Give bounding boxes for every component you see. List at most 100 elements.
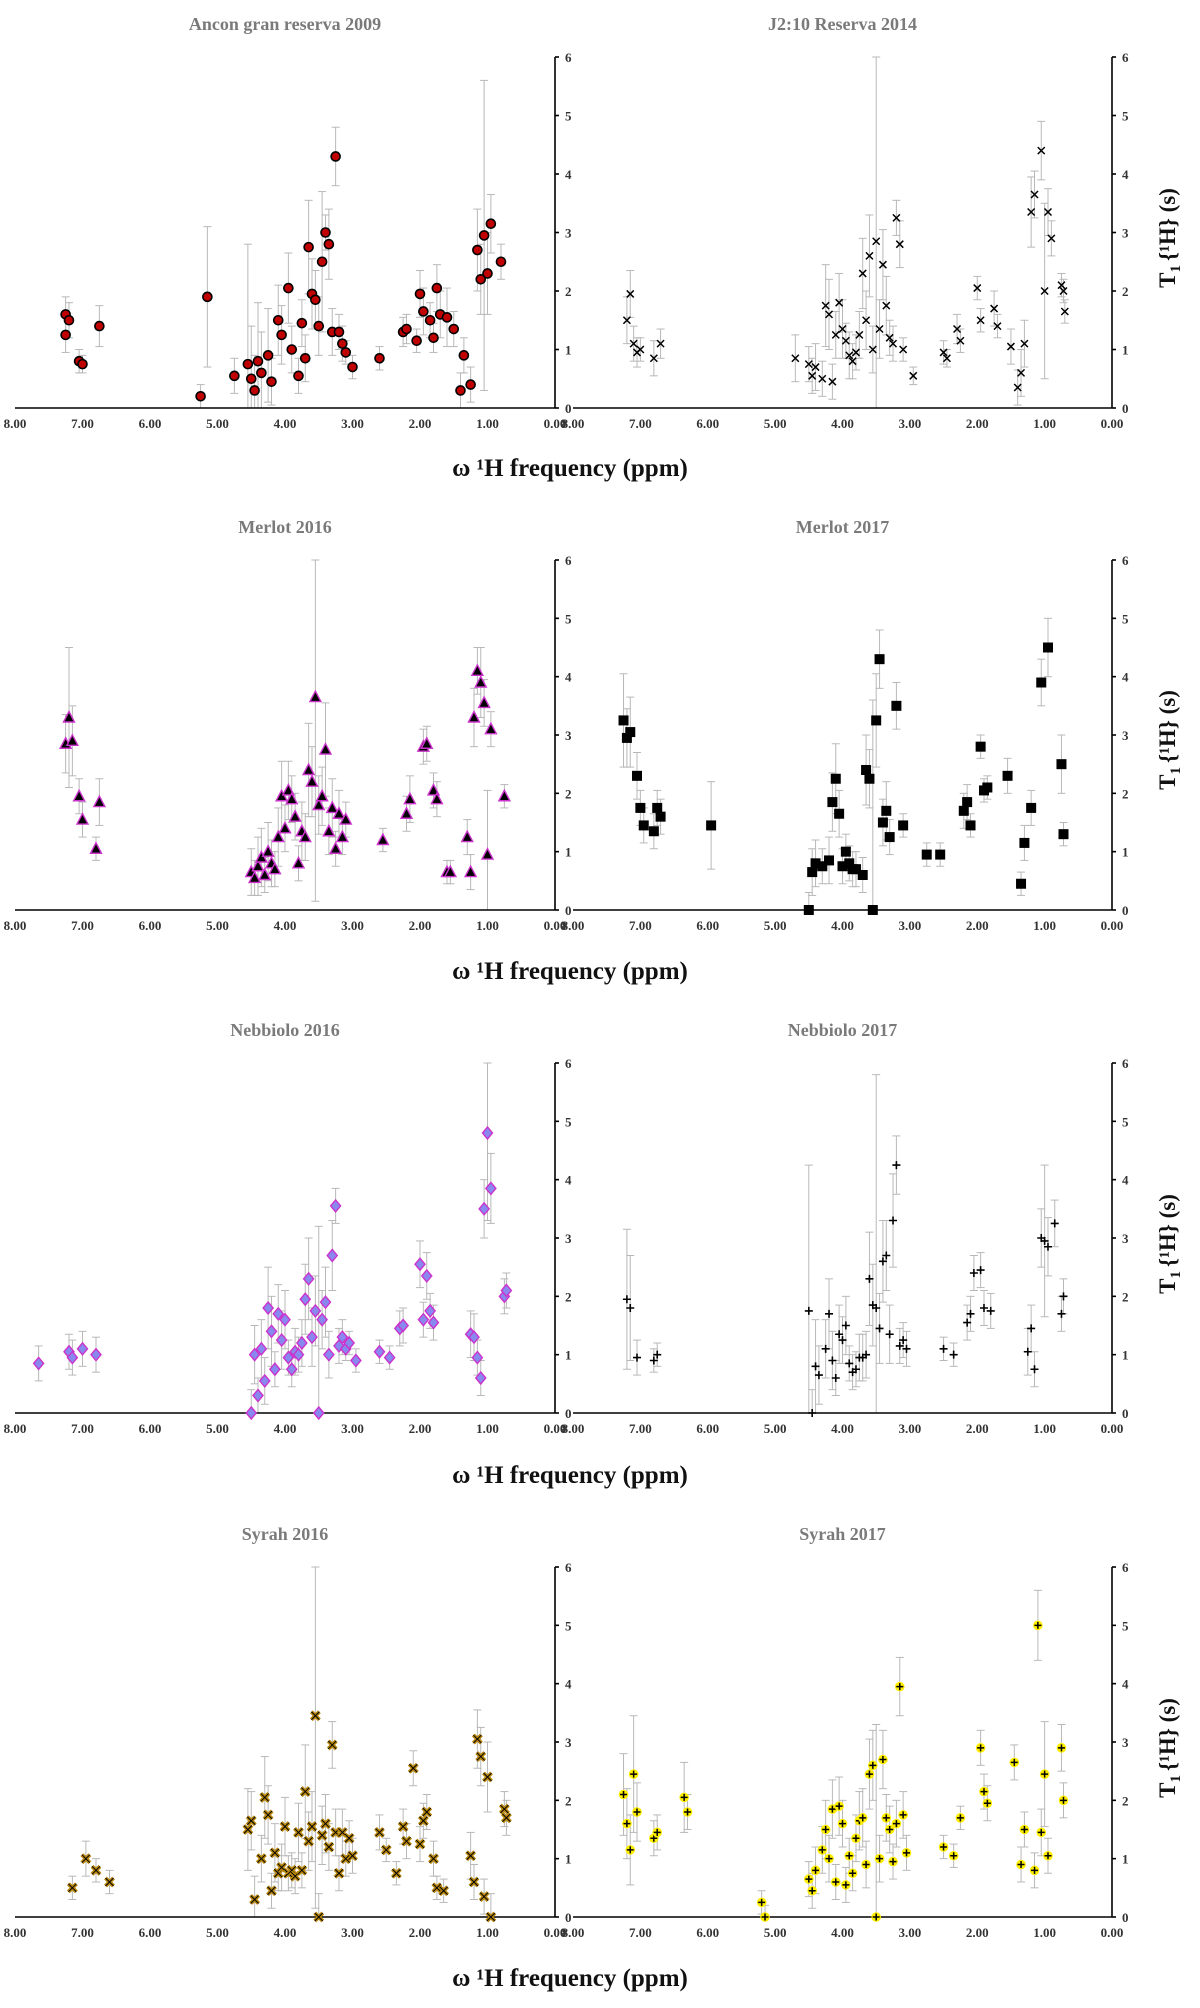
data-point (373, 1344, 386, 1359)
data-point-cross (869, 1761, 877, 1769)
chart-title: Nebbiolo 2017 (788, 1020, 898, 1040)
data-point-outline (415, 1839, 425, 1849)
data-point-cross (758, 1898, 766, 1906)
data-point-cross (650, 1834, 658, 1842)
data-point-cross (822, 1826, 830, 1833)
x-tick-label: 8.00 (562, 1925, 585, 1940)
data-point (878, 1257, 887, 1266)
x-tick-label: 1.00 (476, 1925, 499, 1940)
data-point (1043, 207, 1053, 217)
data-point (1042, 642, 1053, 653)
data-point-cross (684, 1808, 692, 1816)
data-point (481, 1125, 494, 1141)
data-point (299, 1292, 312, 1307)
data-point (1060, 307, 1069, 316)
y-axis-label-row-4: T1{¹H} (s) (1155, 1698, 1184, 1798)
data-point (463, 864, 478, 878)
x-tick-label: 0.00 (1101, 1925, 1124, 1940)
data-point-outline (257, 1854, 266, 1864)
x-tick-label: 4.00 (831, 918, 854, 933)
x-tick-label: 2.00 (409, 416, 432, 431)
data-point (485, 218, 497, 230)
data-point-outline (502, 1813, 511, 1823)
data-point (323, 238, 335, 250)
data-point (1036, 677, 1047, 688)
data-point (962, 797, 973, 808)
data-point-outline (246, 1816, 256, 1826)
data-point (32, 1356, 45, 1371)
x-tick-label: 8.00 (4, 416, 27, 431)
data-point-cross (1010, 1758, 1018, 1766)
data-point (837, 861, 848, 872)
data-point-outline (250, 1895, 259, 1904)
data-point-outline (469, 1877, 479, 1887)
data-point-outline (314, 1912, 324, 1922)
x-tick-label: 3.00 (341, 918, 364, 933)
data-point-outline (311, 1711, 320, 1721)
data-point (484, 1181, 497, 1196)
data-point (877, 817, 888, 828)
x-tick-label: 1.00 (1033, 918, 1056, 933)
data-point (1059, 286, 1068, 296)
data-point-cross (862, 1861, 870, 1868)
data-point (325, 800, 339, 814)
data-point (1057, 281, 1066, 290)
data-point-outline (334, 1868, 344, 1878)
chart-title: J2:10 Reserva 2014 (768, 14, 917, 34)
y-tick-label: 0 (1122, 401, 1129, 416)
data-point (283, 282, 294, 294)
y-tick-label: 0 (1122, 1910, 1129, 1925)
data-point (309, 1303, 322, 1319)
data-point (279, 1312, 291, 1327)
data-point (953, 324, 962, 334)
data-point (649, 354, 658, 363)
data-point-cross (633, 1808, 641, 1816)
data-point (286, 344, 298, 355)
data-point (247, 870, 262, 884)
data-point-cross (1034, 1621, 1042, 1629)
y-tick-label: 4 (565, 670, 572, 685)
y-tick-label: 5 (1122, 109, 1129, 124)
data-point-outline (479, 1892, 489, 1901)
data-point (895, 240, 904, 249)
x-tick-label: 6.00 (696, 1421, 719, 1436)
y-tick-label: 6 (1122, 50, 1129, 65)
data-point-cross (950, 1852, 958, 1860)
x-tick-label: 7.00 (629, 1421, 652, 1436)
data-point (245, 373, 257, 385)
data-point-outline (341, 1854, 351, 1864)
data-point-cross (892, 1820, 900, 1828)
x-tick-label: 5.00 (206, 1421, 229, 1436)
chart-title: Merlot 2016 (238, 517, 331, 537)
data-point (303, 241, 314, 253)
x-tick-label: 4.00 (274, 416, 297, 431)
data-point (841, 1321, 850, 1330)
data-point (347, 361, 358, 373)
data-point (1023, 1347, 1032, 1356)
data-point-cross (680, 1793, 688, 1801)
x-tick-label: 6.00 (139, 918, 162, 933)
data-point (909, 371, 918, 380)
data-point (872, 237, 881, 246)
data-point (976, 316, 985, 325)
data-point-cross (1044, 1852, 1052, 1860)
y-tick-label: 2 (565, 1289, 572, 1304)
y-tick-label: 4 (1122, 167, 1129, 182)
data-point (285, 1362, 298, 1377)
y-tick-label: 0 (1122, 903, 1129, 918)
y-tick-label: 4 (1122, 670, 1129, 685)
data-point (840, 846, 851, 857)
data-point (811, 1362, 820, 1371)
data-point (258, 867, 272, 881)
data-point (313, 320, 325, 332)
x-axis-label-row-4: ω ¹H frequency (ppm) (452, 1965, 688, 1992)
chart-title: Syrah 2017 (799, 1524, 886, 1544)
data-point (889, 339, 898, 348)
data-point (420, 736, 434, 749)
data-point (808, 371, 817, 380)
data-point (329, 1198, 342, 1214)
data-point (332, 806, 346, 819)
data-point-outline (439, 1886, 448, 1896)
data-point-cross (835, 1802, 843, 1810)
data-point (885, 333, 894, 342)
